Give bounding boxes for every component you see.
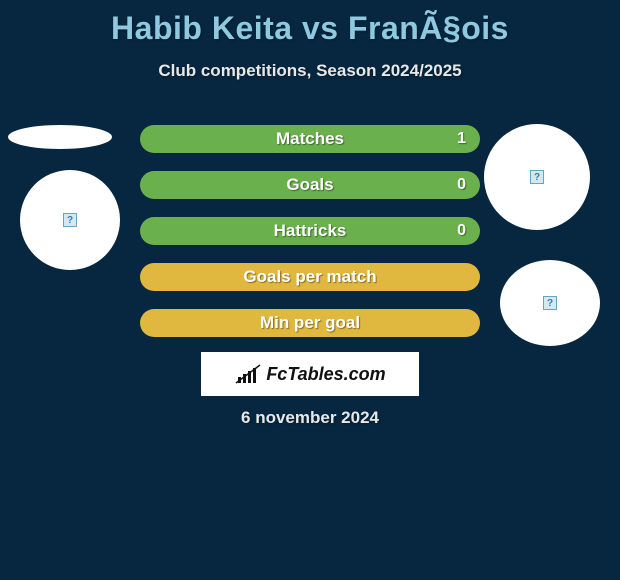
stat-row-hattricks: Hattricks 0 xyxy=(140,217,480,245)
stat-row-matches: Matches 1 xyxy=(140,125,480,153)
stat-label: Goals xyxy=(286,175,333,195)
image-placeholder-icon: ? xyxy=(530,170,544,184)
player-left-avatar: ? xyxy=(20,170,120,270)
stats-panel: Matches 1 Goals 0 Hattricks 0 Goals per … xyxy=(140,125,480,355)
image-placeholder-icon: ? xyxy=(543,296,557,310)
stat-row-min-per-goal: Min per goal xyxy=(140,309,480,337)
player-right-avatar-bottom: ? xyxy=(500,260,600,346)
player-right-avatar-top: ? xyxy=(484,124,590,230)
brand-text: FcTables.com xyxy=(266,364,385,385)
brand-badge: FcTables.com xyxy=(201,352,419,396)
brand-logo: FcTables.com xyxy=(234,363,385,385)
stat-value: 1 xyxy=(457,130,466,148)
stat-label: Hattricks xyxy=(274,221,347,241)
stat-row-goals: Goals 0 xyxy=(140,171,480,199)
stat-value: 0 xyxy=(457,222,466,240)
player-left-ellipse xyxy=(8,125,112,149)
page-title: Habib Keita vs FranÃ§ois xyxy=(0,0,620,47)
date-label: 6 november 2024 xyxy=(0,408,620,428)
stat-label: Goals per match xyxy=(243,267,376,287)
image-placeholder-icon: ? xyxy=(63,213,77,227)
stat-label: Min per goal xyxy=(260,313,360,333)
stat-value: 0 xyxy=(457,176,466,194)
stat-label: Matches xyxy=(276,129,344,149)
stat-row-goals-per-match: Goals per match xyxy=(140,263,480,291)
bars-icon xyxy=(234,363,262,385)
page-subtitle: Club competitions, Season 2024/2025 xyxy=(0,61,620,81)
